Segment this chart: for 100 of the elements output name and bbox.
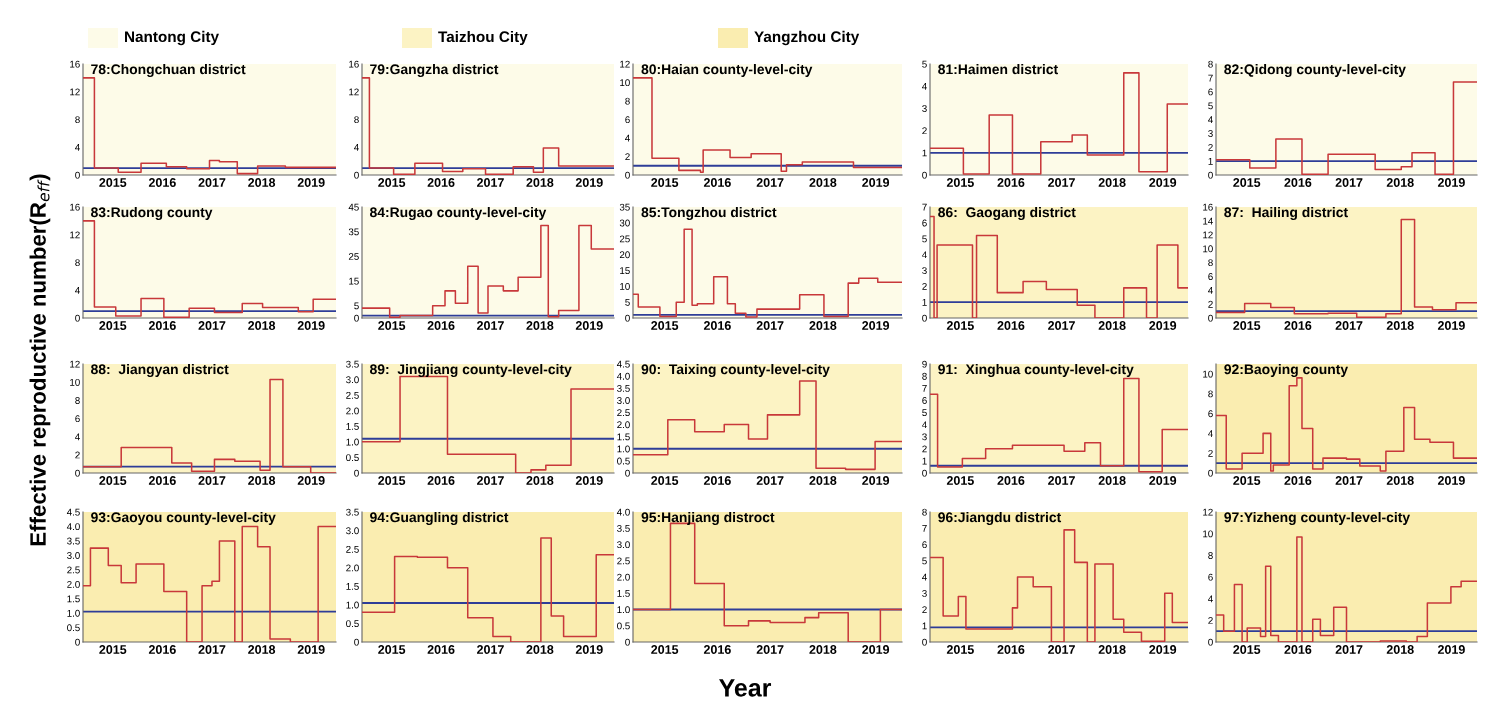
y-tick-label: 0 <box>1208 638 1213 646</box>
y-tick-label: 10 <box>620 79 630 87</box>
y-tick-label: 3.5 <box>346 360 359 368</box>
y-tick-label: 1 <box>922 149 927 157</box>
x-tick-label: 2016 <box>997 178 1025 187</box>
y-tick-label: 4 <box>625 134 630 142</box>
y-tick-label: 8 <box>922 508 927 516</box>
y-tick-label: 45 <box>348 203 359 211</box>
x-tick-label: 2015 <box>651 645 679 654</box>
y-tick-label: 6 <box>75 415 80 423</box>
y-tick-label: 3.5 <box>67 537 80 545</box>
x-tick-label: 2015 <box>378 321 406 330</box>
y-tick-label: 10 <box>1203 245 1213 253</box>
category-label: Yangzhou City <box>754 30 860 46</box>
y-tick-label: 3 <box>1208 130 1213 137</box>
y-tick-label: 3.5 <box>346 508 359 516</box>
x-tick-label: 2017 <box>756 645 784 654</box>
x-tick-label: 2018 <box>526 476 554 485</box>
y-tick-label: 12 <box>349 88 359 96</box>
y-tick-label: 10 <box>620 283 630 290</box>
y-tick-label: 0 <box>75 469 80 477</box>
y-tick-label: 2.5 <box>617 557 630 565</box>
y-tick-label: 12 <box>70 88 80 96</box>
chart-title: 80:Haian county-level-city <box>641 64 813 77</box>
x-tick-label: 2019 <box>1149 178 1177 187</box>
y-tick-label: 35 <box>619 203 630 211</box>
y-tick-label: 3.0 <box>346 376 359 384</box>
y-tick-label: 0 <box>75 638 80 646</box>
x-tick-label: 2015 <box>946 178 974 187</box>
x-tick-label: 2016 <box>1284 476 1312 485</box>
y-tick-label: 3 <box>922 433 927 441</box>
y-tick-label: 4.0 <box>66 523 80 531</box>
y-tick-label: 0 <box>625 469 630 477</box>
x-tick-label: 2015 <box>99 645 127 654</box>
y-tick-label: 1 <box>922 622 927 630</box>
x-tick-label: 2018 <box>1098 321 1126 330</box>
y-tick-label: 12 <box>1203 231 1213 239</box>
y-tick-label: 5 <box>1208 102 1213 110</box>
y-tick-label: 8 <box>922 372 927 380</box>
chart-title: 95:Hanjiang distroct <box>641 512 775 526</box>
y-tick-label: 0.5 <box>617 457 630 465</box>
chart-title: 79:Gangzha district <box>370 64 499 78</box>
chart-title: 96:Jiangdu district <box>938 512 1062 526</box>
y-tick-label: 3 <box>922 105 927 113</box>
x-tick-label: 2017 <box>756 178 784 187</box>
x-tick-label: 2019 <box>297 321 325 330</box>
y-tick-label: 1.5 <box>346 583 359 590</box>
y-tick-label: 3 <box>922 267 927 275</box>
x-tick-label: 2019 <box>297 645 325 654</box>
x-tick-label: 2015 <box>378 645 406 654</box>
y-tick-label: 5 <box>922 60 927 68</box>
y-tick-label: 6 <box>1208 573 1213 581</box>
y-tick-label: 16 <box>1203 203 1213 211</box>
x-tick-label: 2019 <box>1437 321 1465 330</box>
x-tick-label: 2019 <box>1437 178 1465 187</box>
x-tick-label: 2018 <box>1386 645 1414 654</box>
x-tick-label: 2018 <box>1386 321 1414 330</box>
x-tick-label: 2015 <box>946 321 974 330</box>
y-tick-label: 5 <box>625 298 630 306</box>
category-label: Taizhou City <box>438 30 528 46</box>
y-tick-label: 15 <box>620 267 630 275</box>
y-tick-label: 4.0 <box>616 508 630 516</box>
y-tick-label: 5 <box>922 557 927 565</box>
x-tick-label: 2016 <box>148 321 176 330</box>
y-tick-label: 6 <box>922 397 927 404</box>
chart-title: 97:Yizheng county-level-city <box>1224 512 1411 526</box>
y-tick-label: 12 <box>620 60 630 68</box>
chart-title: 84:Rugao county-level-city <box>370 207 547 221</box>
x-tick-label: 2018 <box>526 178 554 187</box>
y-tick-label: 12 <box>1203 508 1213 516</box>
y-tick-label: 10 <box>1203 370 1213 378</box>
x-tick-label: 2015 <box>378 476 406 485</box>
x-tick-label: 2019 <box>1149 645 1177 654</box>
y-tick-label: 3.0 <box>617 397 630 404</box>
x-tick-label: 2018 <box>1098 476 1126 485</box>
y-tick-label: 4 <box>922 251 927 259</box>
y-tick-label: 2 <box>1208 143 1213 151</box>
chart-title: 82:Qidong county-level-city <box>1224 64 1406 78</box>
y-tick-label: 3.5 <box>617 384 630 392</box>
x-tick-label: 2016 <box>427 321 455 330</box>
y-tick-label: 5 <box>922 235 927 243</box>
x-tick-label: 2017 <box>1048 178 1075 187</box>
x-tick-label: 2016 <box>703 645 731 654</box>
x-tick-label: 2019 <box>1437 476 1465 485</box>
y-tick-label: 16 <box>70 60 80 68</box>
y-tick-label: 7 <box>922 525 927 532</box>
y-tick-label: 3.0 <box>346 527 359 535</box>
y-tick-label: 4 <box>75 144 80 151</box>
y-tick-label: 0.5 <box>67 624 80 632</box>
x-tick-label: 2018 <box>1098 645 1126 654</box>
chart-title: 87: Hailing district <box>1224 207 1348 221</box>
y-tick-label: 0.5 <box>617 622 630 630</box>
chart-title: 89: Jingjiang county-level-city <box>370 364 572 378</box>
x-tick-label: 2017 <box>198 476 226 485</box>
y-tick-label: 6 <box>1208 273 1213 280</box>
y-tick-label: 8 <box>1208 552 1213 559</box>
y-tick-label: 0 <box>922 314 927 322</box>
x-tick-label: 2019 <box>297 178 325 187</box>
x-tick-label: 2017 <box>1335 645 1363 654</box>
y-tick-label: 2.0 <box>346 407 359 415</box>
